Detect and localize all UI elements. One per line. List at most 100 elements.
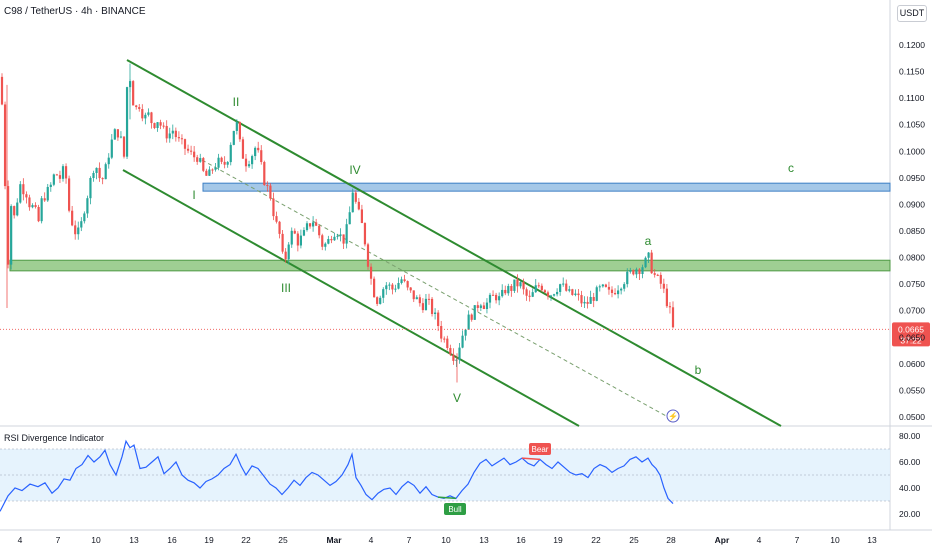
candle-body (543, 290, 546, 293)
candle-body (16, 202, 19, 216)
x-tick-label: 13 (129, 535, 139, 545)
candle-body (327, 239, 330, 244)
candle-body (336, 235, 339, 237)
candle-body (156, 122, 159, 128)
y-tick-label: 0.0950 (899, 173, 925, 183)
bear-label: Bear (532, 445, 549, 454)
x-tick-label: 7 (56, 535, 61, 545)
candle-body (147, 112, 150, 115)
wave-label-a: a (645, 234, 652, 248)
candle-body (101, 178, 104, 180)
candle-body (49, 184, 52, 187)
candle-body (452, 354, 455, 361)
candle-body (577, 293, 580, 296)
candle-body (113, 129, 116, 140)
candle-body (424, 298, 428, 311)
candle-body (342, 234, 345, 244)
x-tick-label: 10 (830, 535, 840, 545)
candle-body (254, 147, 257, 157)
candle-body (662, 283, 665, 289)
candle-body (119, 136, 123, 138)
candle-body (446, 338, 449, 349)
rsi-tick-label: 40.00 (899, 483, 921, 493)
candle-body (19, 184, 22, 203)
candle-body (251, 156, 254, 165)
candle-body (488, 294, 492, 303)
candle-body (260, 150, 263, 163)
currency-button[interactable]: USDT (897, 5, 927, 22)
x-tick-label: 4 (369, 535, 374, 545)
x-tick-label: 25 (629, 535, 639, 545)
candle-body (0, 76, 4, 105)
candle-body (80, 221, 83, 228)
candle-body (86, 198, 89, 214)
candle-body (177, 137, 180, 139)
candle-body (397, 283, 400, 289)
x-tick-label: 13 (867, 535, 877, 545)
candle-body (205, 170, 208, 176)
candle-body (345, 224, 348, 244)
candle-body (534, 285, 537, 293)
candle-body (592, 296, 595, 301)
candle-body (162, 125, 165, 127)
y-tick-label: 0.0850 (899, 226, 925, 236)
candle-body (275, 216, 278, 222)
candle-body (58, 175, 62, 179)
candle-body (620, 288, 623, 291)
channel-lower-line (122, 169, 580, 427)
candle-body (650, 252, 653, 274)
wave-label-iii: III (281, 281, 291, 295)
candle-body (302, 230, 306, 236)
candle-body (46, 186, 49, 201)
candle-body (138, 107, 141, 110)
candle-body (644, 257, 647, 268)
candle-body (171, 130, 174, 134)
x-tick-label: 7 (407, 535, 412, 545)
x-tick-label: 13 (479, 535, 489, 545)
wave-label-iv: IV (349, 163, 360, 177)
candle-body (25, 194, 28, 198)
candle-body (394, 288, 397, 290)
candle-body (226, 162, 229, 165)
candle-body (495, 294, 498, 301)
y-tick-label: 0.1150 (899, 67, 925, 77)
candle-body (467, 314, 470, 330)
candle-body (122, 136, 126, 157)
candle-body (37, 206, 40, 222)
bear-divergence-line (521, 457, 541, 461)
candle-body (293, 230, 296, 234)
candle-body (516, 279, 519, 287)
candle-body (418, 297, 421, 304)
candle-body (190, 150, 193, 152)
x-tick-label: 19 (204, 535, 214, 545)
candle-body (513, 279, 516, 291)
candle-body (491, 294, 495, 296)
candle-body (671, 307, 675, 328)
wave-label-b: b (695, 363, 702, 377)
y-tick-label: 0.0650 (899, 332, 925, 342)
candle-body (388, 284, 391, 286)
candle-body (333, 236, 336, 241)
rsi-panel-title: RSI Divergence Indicator (4, 433, 105, 443)
candle-body (641, 267, 644, 275)
candle-body (339, 234, 342, 236)
candle-body (379, 297, 382, 304)
candle-body (354, 192, 357, 202)
y-tick-label: 0.0500 (899, 412, 925, 422)
candle-body (601, 284, 604, 287)
candle-body (125, 87, 129, 157)
zone-support-resistance (9, 259, 891, 272)
y-tick-label: 0.0600 (899, 359, 925, 369)
candle-body (223, 161, 226, 165)
wave-label-v: V (453, 391, 461, 405)
candle-body (247, 164, 251, 167)
last-price-badge (892, 322, 930, 347)
x-tick-label: 10 (441, 535, 451, 545)
candle-body (98, 167, 101, 179)
candle-body (391, 284, 394, 290)
candle-body (77, 227, 80, 235)
candle-body (211, 169, 214, 171)
y-tick-label: 0.0800 (899, 253, 925, 263)
candle-body (559, 284, 562, 292)
